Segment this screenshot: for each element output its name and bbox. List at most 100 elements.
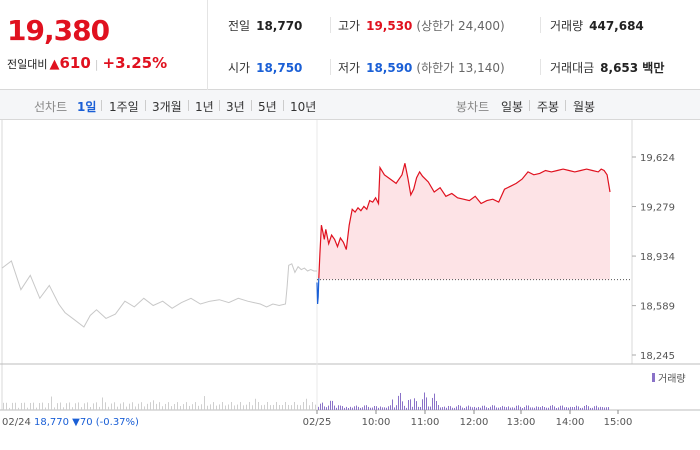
volume-bar-prev (108, 406, 109, 410)
volume-bar-prev (255, 398, 256, 410)
volume-bar-prev (51, 396, 52, 410)
volume-bar-prev (300, 405, 301, 410)
volume-bar-prev (225, 405, 226, 410)
volume-bar-prev (285, 402, 286, 410)
amount-cell: 거래대금 8,653 백만 (550, 59, 664, 76)
volume-bar-today (548, 407, 549, 410)
toolbar-divider (251, 100, 252, 111)
volume-legend-swatch (652, 373, 655, 382)
volume-bar-today (602, 407, 603, 410)
period-5y[interactable]: 5년 (258, 100, 277, 114)
volume-bar-prev (273, 404, 274, 410)
volume-bar-prev (105, 402, 106, 410)
volume-bar-prev (282, 405, 283, 410)
volume-bar-today (520, 406, 521, 410)
volume-bar-today (408, 400, 409, 410)
volume-bar-prev (63, 407, 64, 410)
volume-bar-today (580, 407, 581, 410)
volume-bar-today (564, 407, 565, 410)
volume-bar-prev (60, 402, 61, 410)
volume-bar-today (430, 406, 431, 410)
volume-bar-today (502, 405, 503, 410)
candle-weekly[interactable]: 주봉 (537, 100, 560, 114)
volume-bar-prev (48, 403, 49, 410)
volume-bar-today (328, 405, 329, 410)
volume-bar-today (474, 406, 475, 410)
price-chart: 19,624 19,279 18,934 18,589 18,245 거래량 02/24… (0, 120, 700, 428)
volume-bar-prev (192, 404, 193, 410)
volume-bar-today (418, 406, 419, 410)
toolbar-divider (529, 100, 530, 111)
period-1y[interactable]: 1년 (195, 100, 214, 114)
period-10y[interactable]: 10년 (290, 100, 317, 114)
toolbar-divider (101, 100, 102, 111)
volume-bar-prev (177, 402, 178, 410)
volume-bar-today (504, 406, 505, 410)
volume-bar-prev (288, 404, 289, 410)
volume-bar-today (608, 407, 609, 410)
volume-bar-today (582, 407, 583, 410)
volume-bar-prev (204, 396, 205, 410)
volume-bar-today (398, 395, 399, 410)
volume-bar-prev (156, 403, 157, 410)
volume-bar-today (446, 407, 447, 410)
volume-bar-prev (174, 404, 175, 410)
period-3y[interactable]: 3년 (226, 100, 245, 114)
volume-bar-today (404, 405, 405, 410)
candle-monthly[interactable]: 월봉 (573, 100, 596, 114)
volume-bar-prev (84, 403, 85, 410)
volume-bar-today (566, 407, 567, 410)
candle-daily[interactable]: 일봉 (501, 100, 524, 114)
volume-bar-today (606, 407, 607, 410)
volume-bar-today (604, 407, 605, 410)
volume-bar-prev (258, 402, 259, 410)
volume-bar-prev (294, 402, 295, 410)
period-1w[interactable]: 1주일 (109, 100, 139, 114)
volume-bar-today (534, 407, 535, 410)
volume-bar-prev (99, 406, 100, 410)
volume-bar-prev (129, 403, 130, 410)
volume-bar-prev (39, 403, 40, 410)
period-1d[interactable]: 1일 (77, 100, 97, 114)
volume-bar-today (524, 407, 525, 410)
volume-bar-today (500, 407, 501, 410)
volume-bar-prev (18, 407, 19, 410)
low-label: 저가 (338, 61, 361, 75)
volume-bar-prev (210, 404, 211, 410)
volume-bar-today (332, 400, 333, 410)
volume-cell: 거래량 447,684 (550, 17, 644, 34)
volume-bar-today (358, 406, 359, 410)
y-tick-label: 18,589 (640, 302, 675, 313)
volume-bar-today (400, 392, 401, 410)
volume-bar-today (366, 405, 367, 410)
volume-bar-today (386, 407, 387, 410)
volume-bar-today (384, 407, 385, 410)
volume-bar-prev (183, 404, 184, 410)
volume-bar-today (442, 407, 443, 410)
volume-bar-prev (111, 403, 112, 410)
today-series (316, 163, 632, 305)
volume-bar-today (372, 407, 373, 410)
period-3m[interactable]: 3개월 (152, 100, 182, 114)
lower-limit: (하한가 13,140) (416, 61, 505, 75)
volume-bar-today (478, 406, 479, 410)
quote-panel: 19,380 전일대비 ▲610 | +3.25% 전일 18,770 고가 19,530… (0, 0, 700, 90)
volume-bar-prev (222, 402, 223, 410)
volume-bar-prev (264, 404, 265, 410)
chart-toolbar: 선차트 1일 1주일 3개월 1년 3년 5년 10년 봉차트 일봉 주봉 월봉 (0, 90, 700, 120)
volume-bar-prev (270, 405, 271, 410)
volume-bar-today (434, 393, 435, 410)
x-tick-label: 10:00 (362, 417, 391, 428)
volume-bar-today (476, 407, 477, 410)
volume-bar-prev (27, 407, 28, 410)
volume-bar-prev (135, 406, 136, 410)
volume-bar-prev (117, 406, 118, 410)
volume-bar-prev (243, 405, 244, 410)
volume-bar-today (464, 407, 465, 410)
volume-bar-today (592, 407, 593, 410)
upper-limit: (상한가 24,400) (416, 19, 505, 33)
volume-bar-prev (195, 402, 196, 410)
y-tick-label: 19,279 (640, 203, 675, 214)
volume-bar-today (338, 405, 339, 410)
volume-bar-today (466, 406, 467, 410)
